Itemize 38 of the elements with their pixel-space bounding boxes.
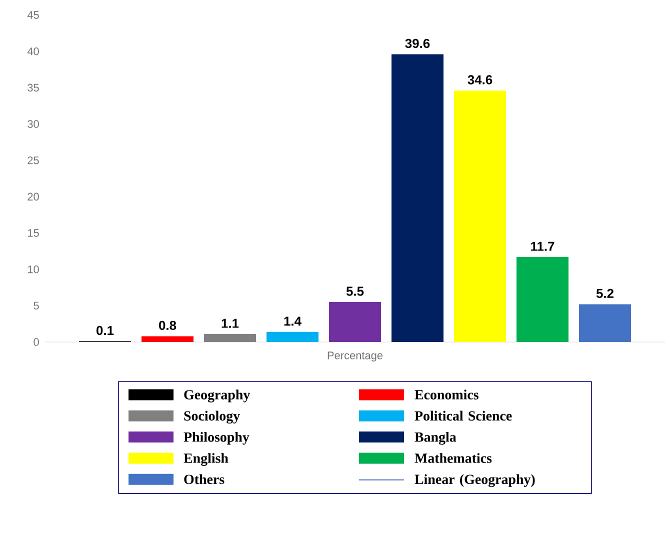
bar xyxy=(142,336,194,342)
y-tick-label: 30 xyxy=(28,120,39,128)
y-tick-label: 10 xyxy=(28,265,39,274)
legend-label: Linear (Geography) xyxy=(414,474,535,488)
data-label: 39.6 xyxy=(405,38,430,48)
data-label: 0.1 xyxy=(96,326,114,336)
y-tick-label: 20 xyxy=(28,192,39,201)
data-label: 34.6 xyxy=(468,75,492,84)
y-tick-label: 45 xyxy=(27,11,39,19)
y-tick-label: 35 xyxy=(28,84,39,92)
legend-label: Others xyxy=(184,474,224,484)
y-tick-label: 5 xyxy=(34,302,39,310)
data-label: 1.4 xyxy=(284,316,302,326)
legend-label: Sociology xyxy=(184,410,240,424)
legend-label: Economics xyxy=(414,390,478,400)
bar xyxy=(579,304,632,342)
bar xyxy=(516,256,569,342)
data-label: 11.7 xyxy=(531,242,554,251)
legend-label: Political Science xyxy=(414,410,512,421)
bar xyxy=(204,334,256,342)
x-tick-label: Percentage xyxy=(328,352,383,362)
data-label: 5.2 xyxy=(596,288,614,298)
bar xyxy=(329,302,382,342)
y-tick-label: 40 xyxy=(27,47,39,56)
legend-label: Bangla xyxy=(414,432,456,445)
data-label: 5.5 xyxy=(346,286,364,296)
legend-label: English xyxy=(184,453,228,466)
bar xyxy=(266,332,319,342)
data-label: 1.1 xyxy=(222,318,239,328)
y-tick-label: 0 xyxy=(34,338,39,346)
legend-label: Philosophy xyxy=(184,432,250,445)
data-label: 0.8 xyxy=(159,320,176,330)
y-tick-label: 25 xyxy=(28,156,39,164)
y-tick-label: 15 xyxy=(28,229,39,237)
bar xyxy=(454,90,506,342)
legend-label: Mathematics xyxy=(414,453,492,463)
bar xyxy=(392,54,444,342)
legend-label: Geography xyxy=(184,390,250,402)
